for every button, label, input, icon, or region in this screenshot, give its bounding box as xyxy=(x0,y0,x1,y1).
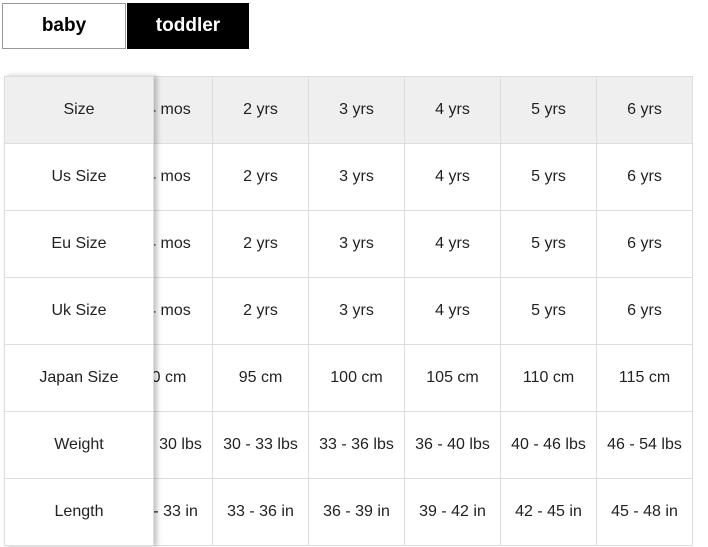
table-cell: 100 cm xyxy=(309,345,405,412)
table-cell: 3 yrs xyxy=(309,144,405,211)
table-cell: 4 yrs xyxy=(405,144,501,211)
header-cell: 24 mos xyxy=(153,77,213,144)
table-cell: 4 yrs xyxy=(405,278,501,345)
table-cell: 90 cm xyxy=(153,345,213,412)
table-cell: 30 - 33 in xyxy=(153,479,213,546)
table-cell: 33 - 36 lbs xyxy=(309,412,405,479)
table-cell: 24 mos xyxy=(153,211,213,278)
table-cell: 5 yrs xyxy=(501,211,597,278)
header-cell: 3 yrs xyxy=(309,77,405,144)
row-label: Uk Size xyxy=(5,278,154,345)
table-cell: 36 - 39 in xyxy=(309,479,405,546)
table-cell: 3 yrs xyxy=(309,211,405,278)
table-cell: 95 cm xyxy=(213,345,309,412)
table-cell: 46 - 54 lbs xyxy=(597,412,693,479)
table-cell: 5 yrs xyxy=(501,278,597,345)
table-cell: 115 cm xyxy=(597,345,693,412)
table-cell: 30 - 33 lbs xyxy=(213,412,309,479)
table-cell: 45 - 48 in xyxy=(597,479,693,546)
header-label: Size xyxy=(5,77,154,144)
table-cell: 3 yrs xyxy=(309,278,405,345)
table-cell: 6 yrs xyxy=(597,144,693,211)
table-cell: 33 - 36 in xyxy=(213,479,309,546)
table-cell: 110 cm xyxy=(501,345,597,412)
header-cell: 4 yrs xyxy=(405,77,501,144)
row-label: Weight xyxy=(5,412,154,479)
row-label: Japan Size xyxy=(5,345,154,412)
table-cell: 24 mos xyxy=(153,278,213,345)
table-cell: 2 yrs xyxy=(213,278,309,345)
table-cell: 2 yrs xyxy=(213,144,309,211)
row-label: Eu Size xyxy=(5,211,154,278)
row-label: Us Size xyxy=(5,144,154,211)
tab-baby[interactable]: baby xyxy=(2,3,126,49)
table-cell: 5 yrs xyxy=(501,144,597,211)
table-cell: 36 - 40 lbs xyxy=(405,412,501,479)
table-cell: 4 yrs xyxy=(405,211,501,278)
table-cell: 105 cm xyxy=(405,345,501,412)
table-cell: 42 - 45 in xyxy=(501,479,597,546)
table-cell: 39 - 42 in xyxy=(405,479,501,546)
sticky-column: Size Us Size Eu Size Uk Size Japan Size Weigh… xyxy=(4,76,154,546)
header-cell: 2 yrs xyxy=(213,77,309,144)
table-cell: 6 yrs xyxy=(597,278,693,345)
table-cell: 6 yrs xyxy=(597,211,693,278)
table-cell: 2 yrs xyxy=(213,211,309,278)
header-cell: 5 yrs xyxy=(501,77,597,144)
header-cell: 6 yrs xyxy=(597,77,693,144)
table-cell: 40 - 46 lbs xyxy=(501,412,597,479)
table-cell: 24 mos xyxy=(153,144,213,211)
tab-toddler[interactable]: toddler xyxy=(127,3,249,49)
row-label: Length xyxy=(5,479,154,546)
table-cell: 26 - 30 lbs xyxy=(153,412,213,479)
